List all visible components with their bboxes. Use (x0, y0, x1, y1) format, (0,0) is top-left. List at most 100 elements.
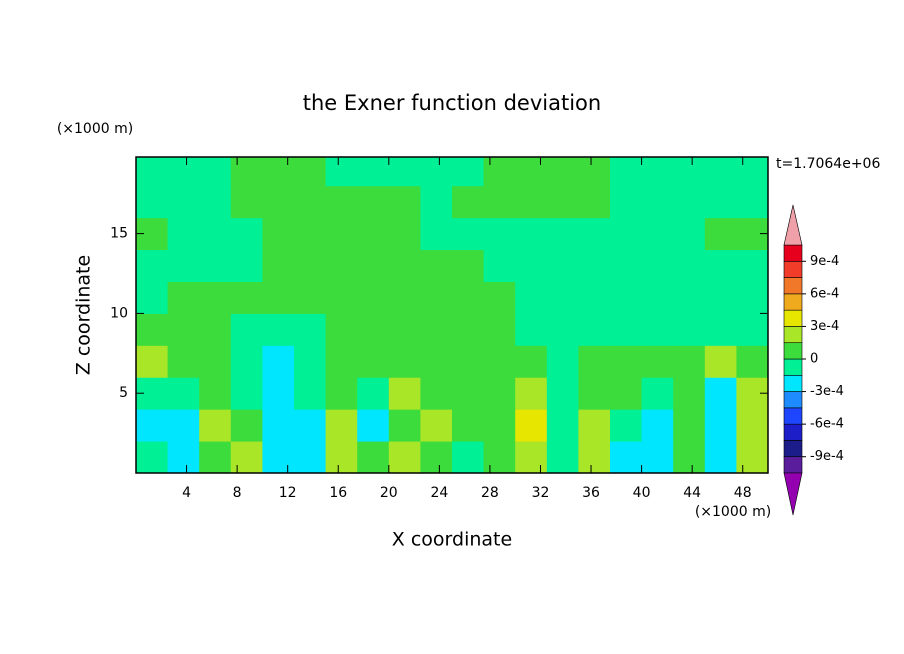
cell (388, 409, 421, 442)
cell (262, 249, 295, 282)
colorbar-box (783, 374, 803, 392)
cell (483, 377, 516, 410)
cell (357, 281, 390, 314)
cell (736, 249, 768, 282)
cell (388, 313, 421, 346)
cell (388, 441, 421, 473)
cell (420, 441, 453, 473)
cell (262, 281, 295, 314)
cell (357, 217, 390, 251)
cell (546, 249, 579, 282)
y-unit: (×1000 m) (57, 121, 133, 137)
cell (199, 281, 232, 314)
colorbar-extend-high (783, 204, 803, 246)
cell (610, 281, 643, 314)
cell (420, 409, 453, 442)
cell (641, 281, 674, 314)
cell (199, 345, 232, 378)
cell (673, 249, 706, 282)
x-tick-label: 28 (481, 485, 499, 501)
cell (199, 217, 232, 251)
cell (420, 345, 453, 378)
cell (641, 185, 674, 219)
cell (199, 409, 232, 442)
cell (136, 313, 169, 346)
cell (704, 313, 737, 346)
cell (736, 409, 768, 442)
cell (673, 313, 706, 346)
cell (294, 281, 327, 314)
cell (483, 281, 516, 314)
cell (230, 313, 263, 346)
cell (136, 345, 169, 378)
cell (230, 157, 263, 187)
cell (546, 313, 579, 346)
cell (610, 377, 643, 410)
cell (641, 217, 674, 251)
cell (546, 345, 579, 378)
cell (357, 157, 390, 187)
cell (357, 441, 390, 473)
cell (610, 313, 643, 346)
cell (294, 313, 327, 346)
cell (262, 313, 295, 346)
cell (325, 441, 358, 473)
cell (610, 157, 643, 187)
cell (578, 217, 611, 251)
cell (515, 345, 548, 378)
cell (357, 313, 390, 346)
cell (673, 157, 706, 187)
colorbar-box (783, 277, 803, 295)
cell (199, 185, 232, 219)
cell (673, 217, 706, 251)
x-axis-title: X coordinate (392, 529, 512, 551)
cell (294, 185, 327, 219)
cell (578, 249, 611, 282)
cell (483, 157, 516, 187)
cell (515, 409, 548, 442)
cell (230, 377, 263, 410)
cell (641, 441, 674, 473)
cell (325, 313, 358, 346)
y-axis-title: Z coordinate (73, 255, 95, 375)
cell (167, 249, 200, 282)
cell (325, 157, 358, 187)
colorbar-tick-label: -6e-4 (810, 417, 844, 432)
cell (515, 217, 548, 251)
colorbar-box (783, 440, 803, 458)
cell (420, 377, 453, 410)
cell (736, 281, 768, 314)
cell (388, 377, 421, 410)
cell (610, 409, 643, 442)
cell (230, 441, 263, 473)
colorbar-box (783, 293, 803, 311)
cell (452, 409, 485, 442)
cell (357, 249, 390, 282)
cell (610, 185, 643, 219)
cell (357, 377, 390, 410)
cell (230, 185, 263, 219)
cell (546, 185, 579, 219)
colorbar-tick-label: 3e-4 (810, 319, 839, 334)
cell (483, 313, 516, 346)
colorbar-tick-label: -9e-4 (810, 449, 844, 464)
cell (641, 377, 674, 410)
cell (704, 185, 737, 219)
cell (325, 345, 358, 378)
colorbar-box (783, 244, 803, 262)
cell (546, 217, 579, 251)
cell (452, 217, 485, 251)
cell (578, 377, 611, 410)
colorbar-tick-label: 9e-4 (810, 254, 839, 269)
cell (199, 313, 232, 346)
cell (673, 185, 706, 219)
cell (673, 345, 706, 378)
cell (199, 249, 232, 282)
cell (704, 377, 737, 410)
cell (704, 345, 737, 378)
cell (388, 281, 421, 314)
cell (136, 185, 169, 219)
cell (136, 281, 169, 314)
cell (325, 281, 358, 314)
cell (167, 441, 200, 473)
